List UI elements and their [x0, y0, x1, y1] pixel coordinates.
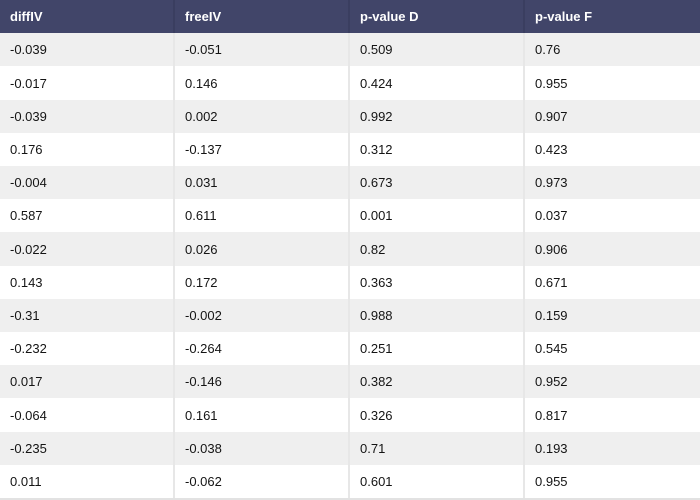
table-row: 0.587 0.611 0.001 0.037	[0, 199, 700, 233]
table-cell: 0.424	[350, 66, 525, 100]
table-cell: 0.176	[0, 132, 175, 167]
table-cell: 0.143	[0, 265, 175, 299]
table-cell: 0.251	[350, 332, 525, 366]
table-cell: 0.992	[350, 99, 525, 133]
table-row: -0.039 0.002 0.992 0.907	[0, 99, 700, 133]
table-cell: 0.973	[535, 175, 568, 191]
table-row: -0.004 0.031 0.673 0.973	[0, 166, 700, 200]
table-cell: -0.004	[0, 166, 175, 200]
table-cell: 0.76	[535, 42, 561, 58]
table-cell: -0.039	[0, 33, 175, 67]
table-cell: -0.038	[175, 431, 350, 465]
column-header-p-value-d: p-value D	[350, 0, 525, 34]
table-cell: -0.31	[0, 298, 175, 333]
table-cell: 0.363	[350, 265, 525, 299]
table-cell: 0.161	[175, 398, 350, 432]
table-cell: -0.064	[0, 398, 175, 432]
table-cell: 0.82	[350, 232, 525, 266]
table-row: -0.039 -0.051 0.509 0.76	[0, 33, 700, 67]
table-cell: 0.907	[535, 108, 568, 124]
table-cell: 0.011	[0, 464, 175, 498]
table-cell: 0.545	[535, 341, 568, 357]
table-cell: 0.026	[175, 232, 350, 266]
table-cell: -0.022	[0, 232, 175, 266]
table-cell: -0.051	[175, 33, 350, 67]
table-cell: 0.673	[350, 166, 525, 200]
table-cell: -0.017	[0, 66, 175, 100]
table-cell: -0.264	[175, 332, 350, 366]
table-row: 0.176 -0.137 0.312 0.423	[0, 132, 700, 167]
table-cell: 0.587	[0, 199, 175, 233]
table-cell: 0.172	[175, 265, 350, 299]
table-cell: 0.037	[535, 208, 568, 224]
table-cell: -0.002	[175, 298, 350, 333]
table-cell: 0.423	[535, 141, 568, 157]
table-cell: 0.002	[175, 99, 350, 133]
table-cell: 0.906	[535, 241, 568, 257]
table-cell: 0.71	[350, 431, 525, 465]
table-cell: 0.326	[350, 398, 525, 432]
table-row: -0.022 0.026 0.82 0.906	[0, 232, 700, 266]
table-cell: 0.159	[535, 307, 568, 323]
column-header-p-value-f: p-value F	[535, 9, 593, 25]
table-cell: -0.146	[175, 365, 350, 399]
table-row: -0.235 -0.038 0.71 0.193	[0, 431, 700, 465]
table-cell: 0.001	[350, 199, 525, 233]
column-header-freeiv: freeIV	[175, 0, 350, 34]
table-cell: -0.039	[0, 99, 175, 133]
table-cell: 0.817	[535, 407, 568, 423]
table-row: -0.31 -0.002 0.988 0.159	[0, 298, 700, 333]
table-row: 0.017 -0.146 0.382 0.952	[0, 365, 700, 399]
table-cell: -0.062	[175, 464, 350, 498]
table-row: -0.017 0.146 0.424 0.955	[0, 66, 700, 100]
table-cell: 0.611	[175, 199, 350, 233]
table-cell: 0.988	[350, 298, 525, 333]
column-header-diffiv: diffIV	[0, 0, 175, 34]
table-cell: 0.031	[175, 166, 350, 200]
table-header-row: diffIV freeIV p-value D p-value F	[0, 0, 700, 34]
table-row: -0.064 0.161 0.326 0.817	[0, 398, 700, 432]
table-cell: 0.382	[350, 365, 525, 399]
table-cell: 0.952	[535, 374, 568, 390]
table-cell: -0.137	[175, 132, 350, 167]
table-cell: 0.146	[175, 66, 350, 100]
table-cell: 0.955	[535, 473, 568, 489]
table-cell: 0.509	[350, 33, 525, 67]
table-cell: 0.671	[535, 274, 568, 290]
table-cell: 0.601	[350, 464, 525, 498]
table-cell: -0.235	[0, 431, 175, 465]
table-cell: 0.017	[0, 365, 175, 399]
table-cell: 0.955	[535, 75, 568, 91]
table-cell: 0.193	[535, 440, 568, 456]
table-row: 0.011 -0.062 0.601 0.955	[0, 464, 700, 498]
table-cell: 0.312	[350, 132, 525, 167]
table-row: 0.143 0.172 0.363 0.671	[0, 265, 700, 299]
table-row: -0.232 -0.264 0.251 0.545	[0, 332, 700, 366]
table-cell: -0.232	[0, 332, 175, 366]
